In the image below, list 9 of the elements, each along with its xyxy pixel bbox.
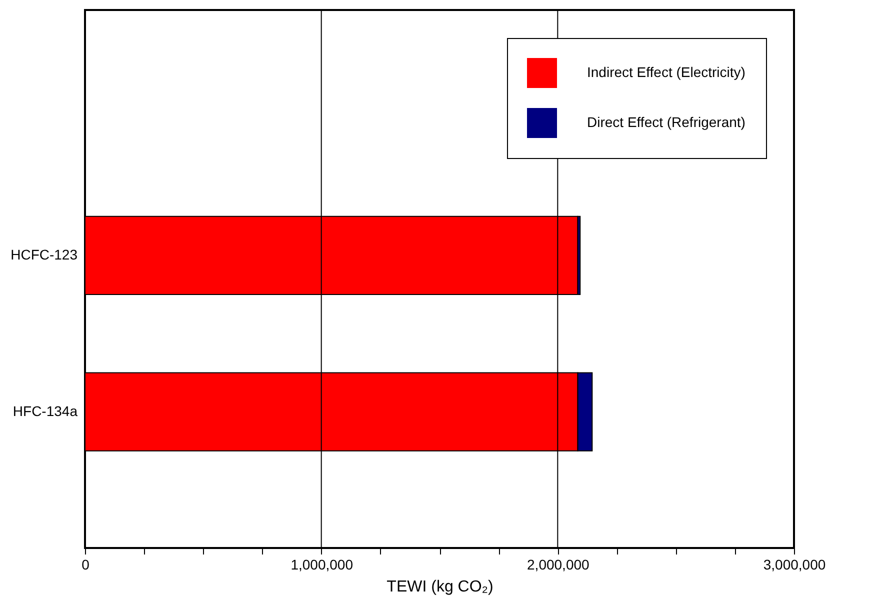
x-tick-label: 0 [82, 556, 90, 572]
y-tick-label: HCFC-123 [10, 246, 78, 262]
x-tick-label: 1,000,000 [290, 556, 354, 572]
x-axis-title: TEWI (kg CO₂) [386, 578, 494, 596]
legend-label: Indirect Effect (Electricity) [587, 64, 746, 80]
legend-label: Direct Effect (Refrigerant) [587, 114, 746, 130]
x-tick-label: 2,000,000 [527, 556, 590, 572]
y-tick-label: HFC-134a [12, 402, 78, 419]
x-tick-label: 3,000,000 [763, 556, 826, 572]
